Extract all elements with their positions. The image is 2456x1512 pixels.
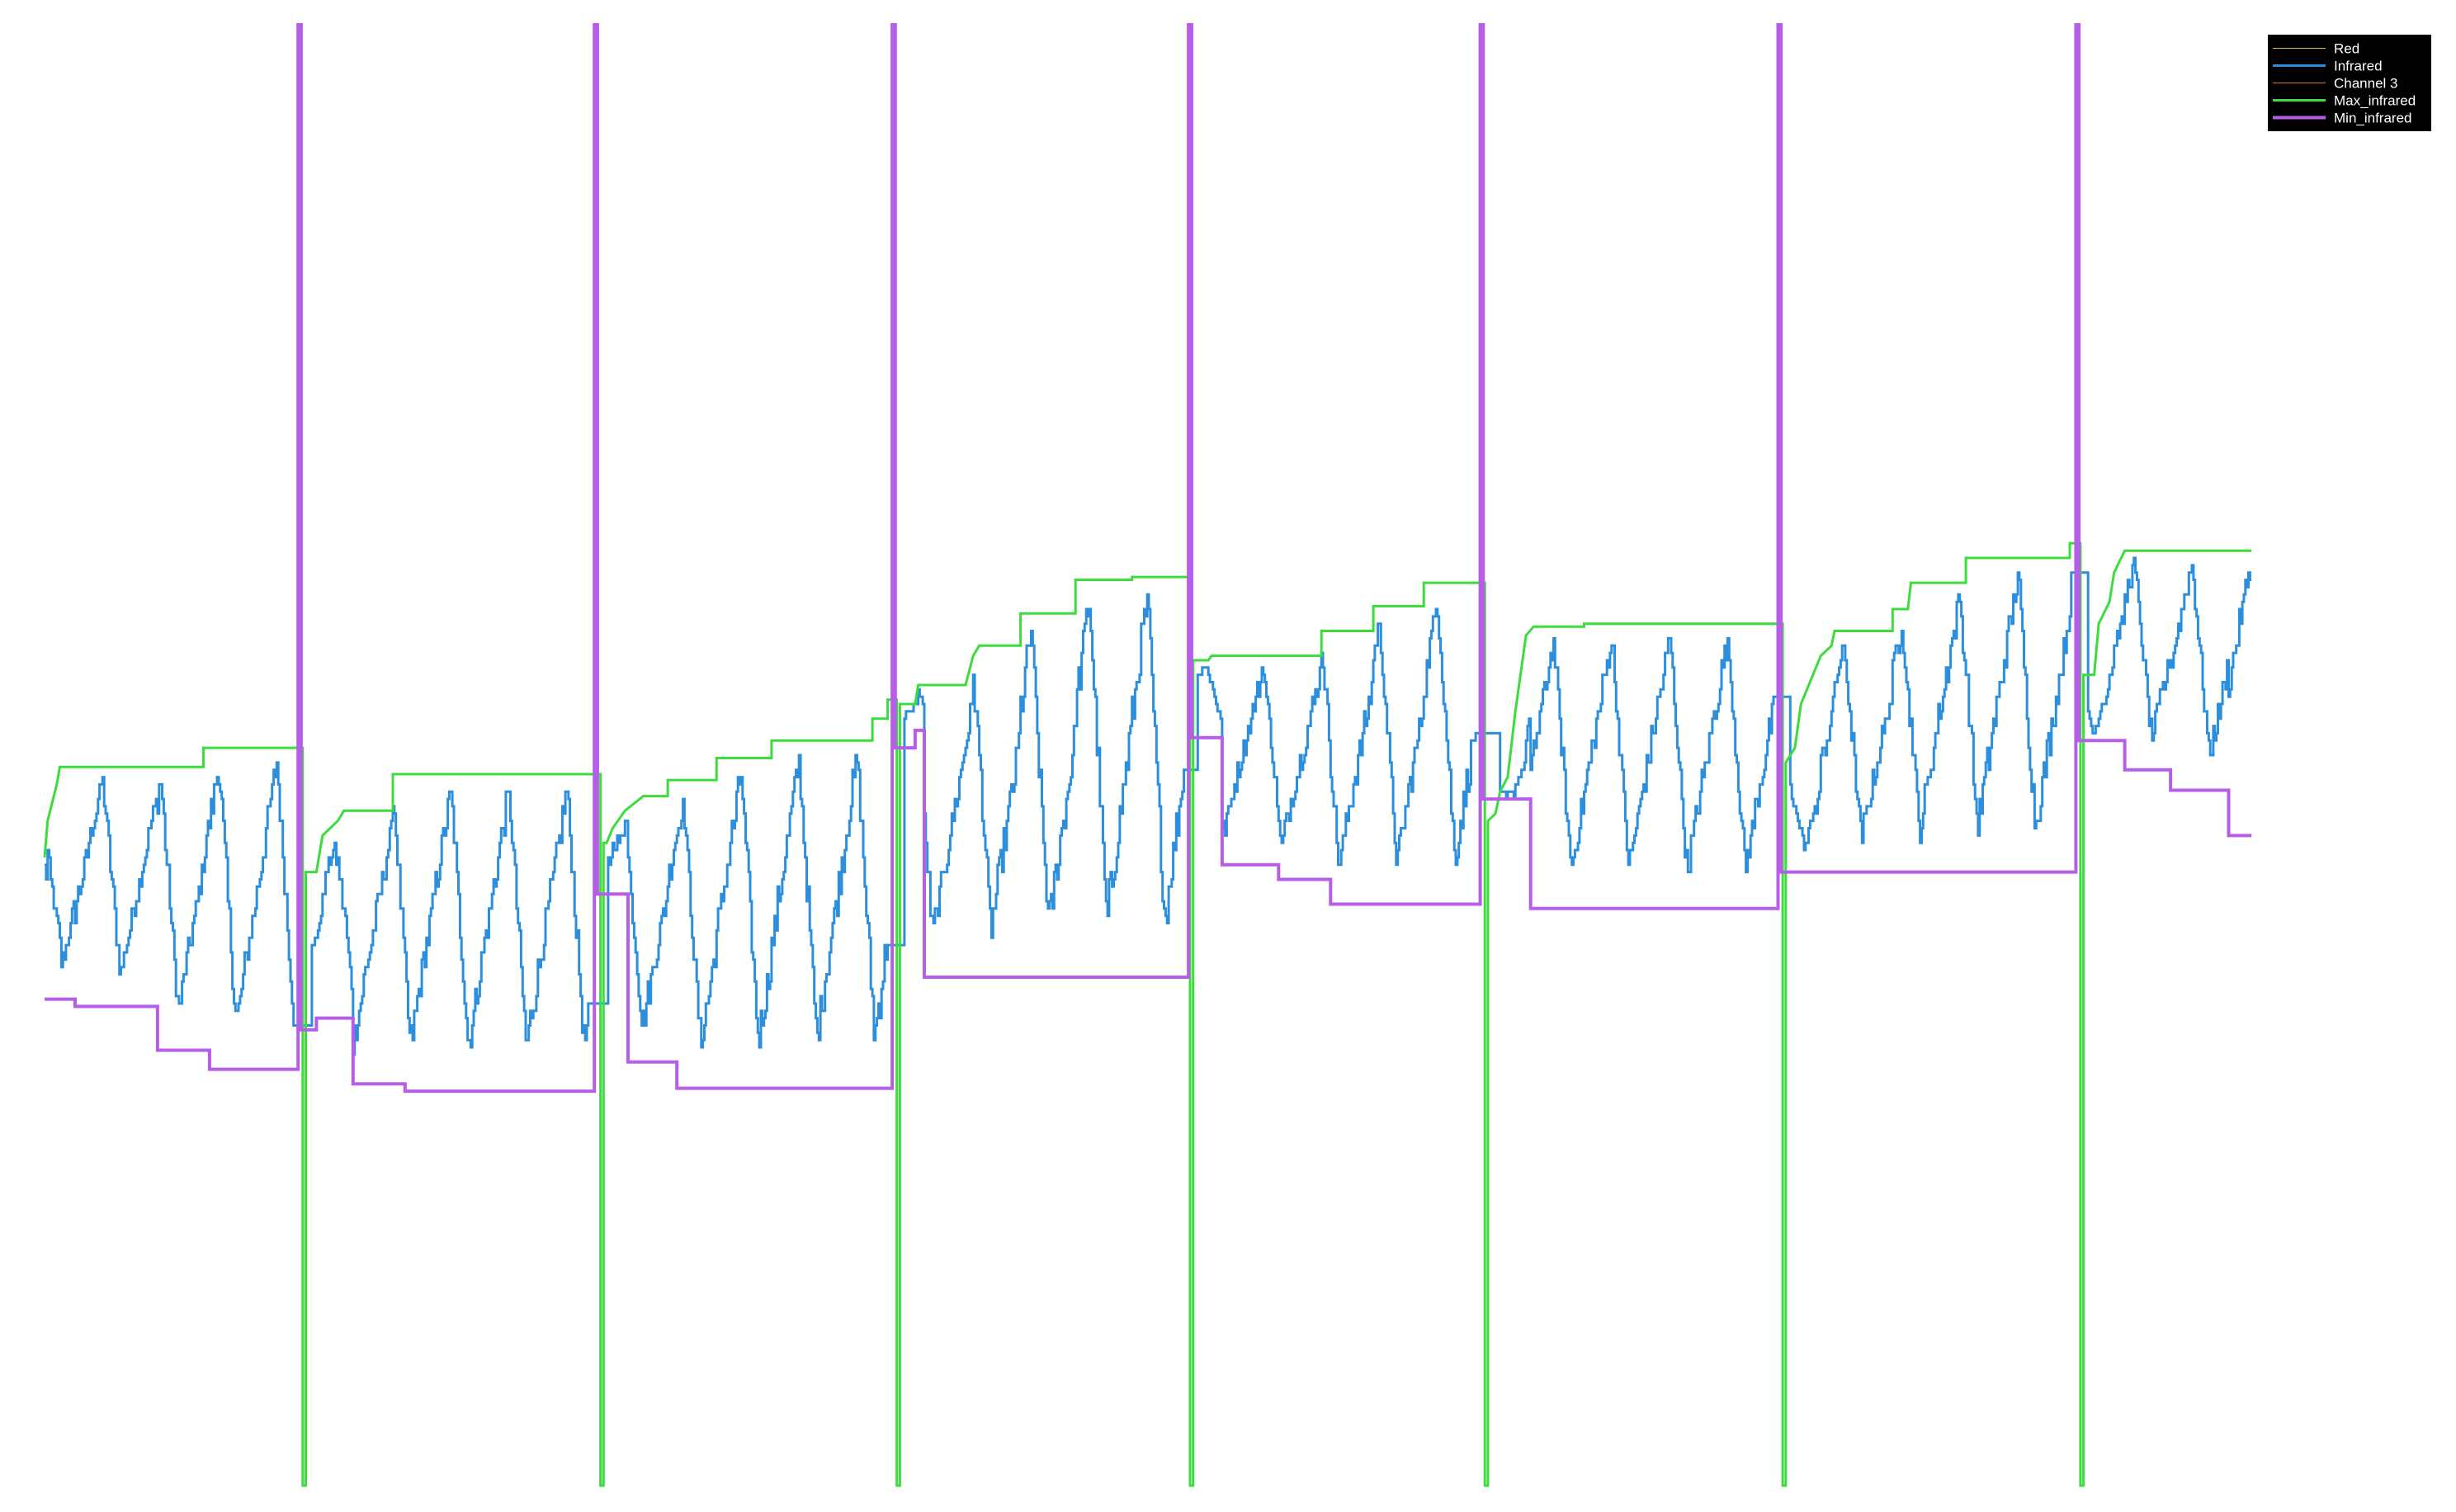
series-line-min-infrared (45, 23, 2252, 1094)
legend-label: Infrared (2334, 59, 2383, 74)
legend-label: Channel 3 (2334, 76, 2398, 92)
series-line-infrared (45, 556, 2252, 1056)
legend-label: Min_infrared (2334, 111, 2412, 126)
series-line-max-infrared (43, 541, 2252, 1487)
plot-area (43, 23, 2252, 1487)
legend-label: Max_infrared (2334, 93, 2416, 109)
legend-label: Red (2334, 41, 2359, 57)
